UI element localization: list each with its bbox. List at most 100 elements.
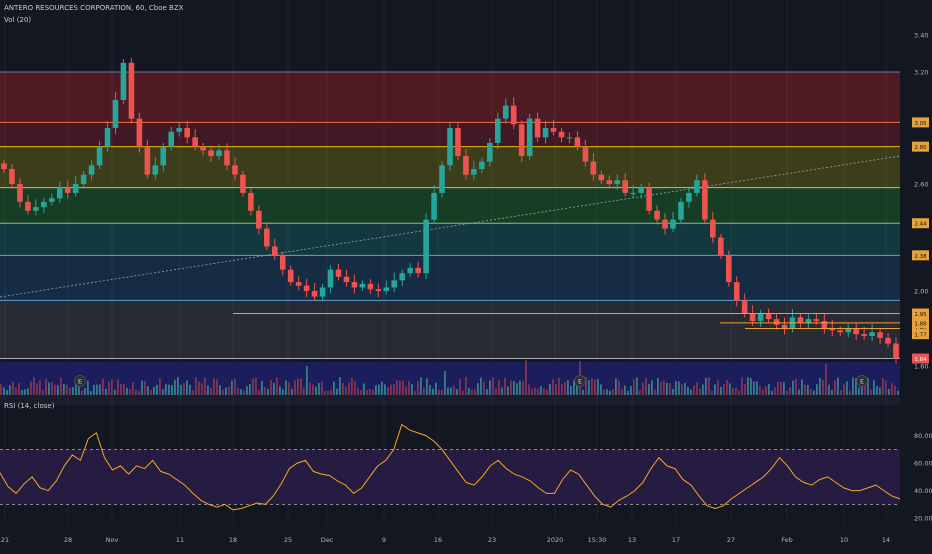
volume-bar: [123, 384, 125, 395]
volume-bar: [735, 387, 737, 395]
rsi-line: [0, 423, 901, 511]
volume-bar: [219, 385, 221, 395]
earnings-label: E: [78, 378, 82, 386]
candle-body: [271, 246, 278, 256]
volume-bar: [96, 384, 98, 395]
level-tag-bg: [912, 117, 929, 128]
candle-body: [367, 283, 374, 290]
volume-bar: [384, 384, 386, 395]
volume-bar: [429, 385, 431, 395]
candle-body: [128, 62, 135, 119]
volume-bar: [105, 388, 107, 395]
pane-divider: [0, 395, 900, 405]
volume-bar: [576, 385, 578, 395]
volume-bar: [363, 383, 365, 395]
x-tick-label: 21: [1, 536, 9, 544]
volume-bar: [489, 380, 491, 395]
x-tick-label: 18: [229, 536, 237, 544]
level-tag-label: 1.95: [914, 312, 927, 318]
volume-bar: [348, 382, 350, 395]
candle-body: [678, 201, 684, 220]
candle-body: [17, 184, 23, 202]
candle-body: [200, 146, 206, 151]
price-axis-bg: [900, 0, 932, 550]
volume-bar: [312, 384, 314, 395]
volume-bar: [39, 380, 41, 395]
price-tick-label: 3.40: [914, 32, 928, 40]
volume-bar: [729, 383, 731, 395]
volume-bar: [426, 378, 428, 395]
volume-bar: [216, 379, 218, 395]
volume-bar: [897, 390, 899, 395]
level-tag-bg: [912, 323, 929, 334]
candle-body: [463, 156, 469, 175]
volume-bar: [444, 370, 446, 395]
volume-bar: [240, 389, 242, 395]
candle-body: [893, 343, 899, 359]
volume-bar: [231, 380, 233, 395]
candle-body: [582, 146, 589, 162]
volume-bar: [693, 385, 695, 395]
volume-bar: [441, 389, 443, 395]
volume-bar: [849, 390, 851, 395]
volume-bar: [438, 389, 440, 395]
candle-body: [327, 269, 334, 288]
candle-body: [781, 324, 788, 329]
volume-bar: [258, 389, 260, 395]
level-tag-bg: [912, 250, 929, 261]
volume-bar: [333, 381, 335, 395]
volume-bar: [636, 377, 638, 395]
volume-bar: [459, 378, 461, 395]
volume-bar: [60, 377, 62, 395]
volume-bar: [654, 389, 656, 395]
volume-bar: [42, 389, 44, 395]
volume-bar: [300, 378, 302, 395]
candle-body: [224, 150, 230, 166]
candle-body: [264, 228, 270, 247]
volume-bar: [519, 380, 521, 395]
x-tick-label: 9: [382, 536, 386, 544]
volume-bar: [132, 382, 134, 395]
candle-body: [733, 282, 740, 301]
volume-bar: [627, 390, 629, 395]
candle-body: [885, 337, 891, 344]
volume-bar: [387, 387, 389, 395]
volume-bar: [528, 384, 530, 395]
volume-bar: [450, 387, 452, 395]
candle-body: [311, 291, 318, 297]
volume-bar: [261, 380, 263, 395]
volume-bar: [894, 385, 896, 395]
volume-bar: [708, 377, 710, 395]
candle-body: [829, 328, 836, 331]
volume-bar: [879, 387, 881, 395]
volume-bar: [702, 384, 704, 395]
volume-bar: [633, 378, 635, 395]
candle-body: [773, 319, 780, 325]
candle-body: [399, 273, 405, 281]
volume-bar: [549, 383, 551, 395]
volume-bar: [786, 390, 788, 395]
candle-body: [455, 128, 461, 156]
volume-bar: [591, 378, 593, 395]
volume-bar: [144, 380, 146, 395]
volume-bar: [411, 384, 413, 395]
x-tick-label: 23: [488, 536, 496, 544]
volume-bar: [585, 377, 587, 395]
volume-bar: [501, 387, 503, 395]
volume-bar: [603, 389, 605, 395]
volume-bar: [798, 389, 800, 395]
candle-body: [638, 187, 644, 193]
volume-bar: [66, 384, 68, 395]
volume-bar: [855, 378, 857, 395]
volume-bar: [162, 389, 164, 395]
volume-bar: [114, 389, 116, 395]
volume-bar: [558, 378, 560, 395]
volume-bar: [645, 378, 647, 395]
candle-body: [25, 201, 31, 211]
candle-body: [383, 287, 390, 291]
volume-bar: [678, 381, 680, 395]
candle-body: [471, 169, 477, 175]
volume-bar: [183, 383, 185, 395]
